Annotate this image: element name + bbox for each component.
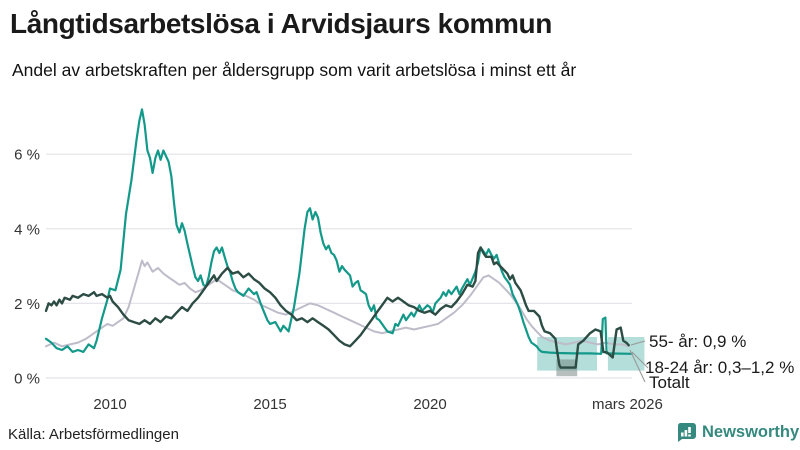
annotation-leader (630, 340, 646, 346)
x-tick-label: 2020 (413, 396, 446, 413)
x-tick-label: 2015 (253, 396, 286, 413)
x-tick-label: 2010 (93, 396, 126, 413)
y-tick-label: 0 % (14, 371, 40, 388)
annotation-label: 18-24 år: 0,3–1,2 % (645, 358, 794, 377)
series-line-total (45, 259, 630, 348)
y-tick-label: 2 % (14, 296, 40, 313)
newsworthy-logo: Newsworthy (676, 422, 799, 443)
series-line-55plus (44, 246, 630, 369)
x-tick-label: mars 2026 (592, 396, 663, 413)
source-note: Källa: Arbetsförmedlingen (8, 426, 179, 443)
annotation-label: 55- år: 0,9 % (649, 332, 746, 351)
annotation-leader (631, 351, 649, 369)
page-title: Långtidsarbetslösa i Arvidsjaurs kommun (10, 8, 552, 39)
annotation-leader (629, 349, 646, 383)
annotation-label: Totalt (649, 373, 690, 392)
y-tick-label: 4 % (14, 221, 40, 238)
bar-chart-bubble-icon (677, 423, 696, 442)
series-line-18-24 (44, 108, 633, 355)
chart-subtitle: Andel av arbetskraften per åldersgrupp s… (12, 60, 577, 80)
y-tick-label: 6 % (14, 147, 40, 164)
logo-wordmark: Newsworthy (702, 423, 800, 441)
